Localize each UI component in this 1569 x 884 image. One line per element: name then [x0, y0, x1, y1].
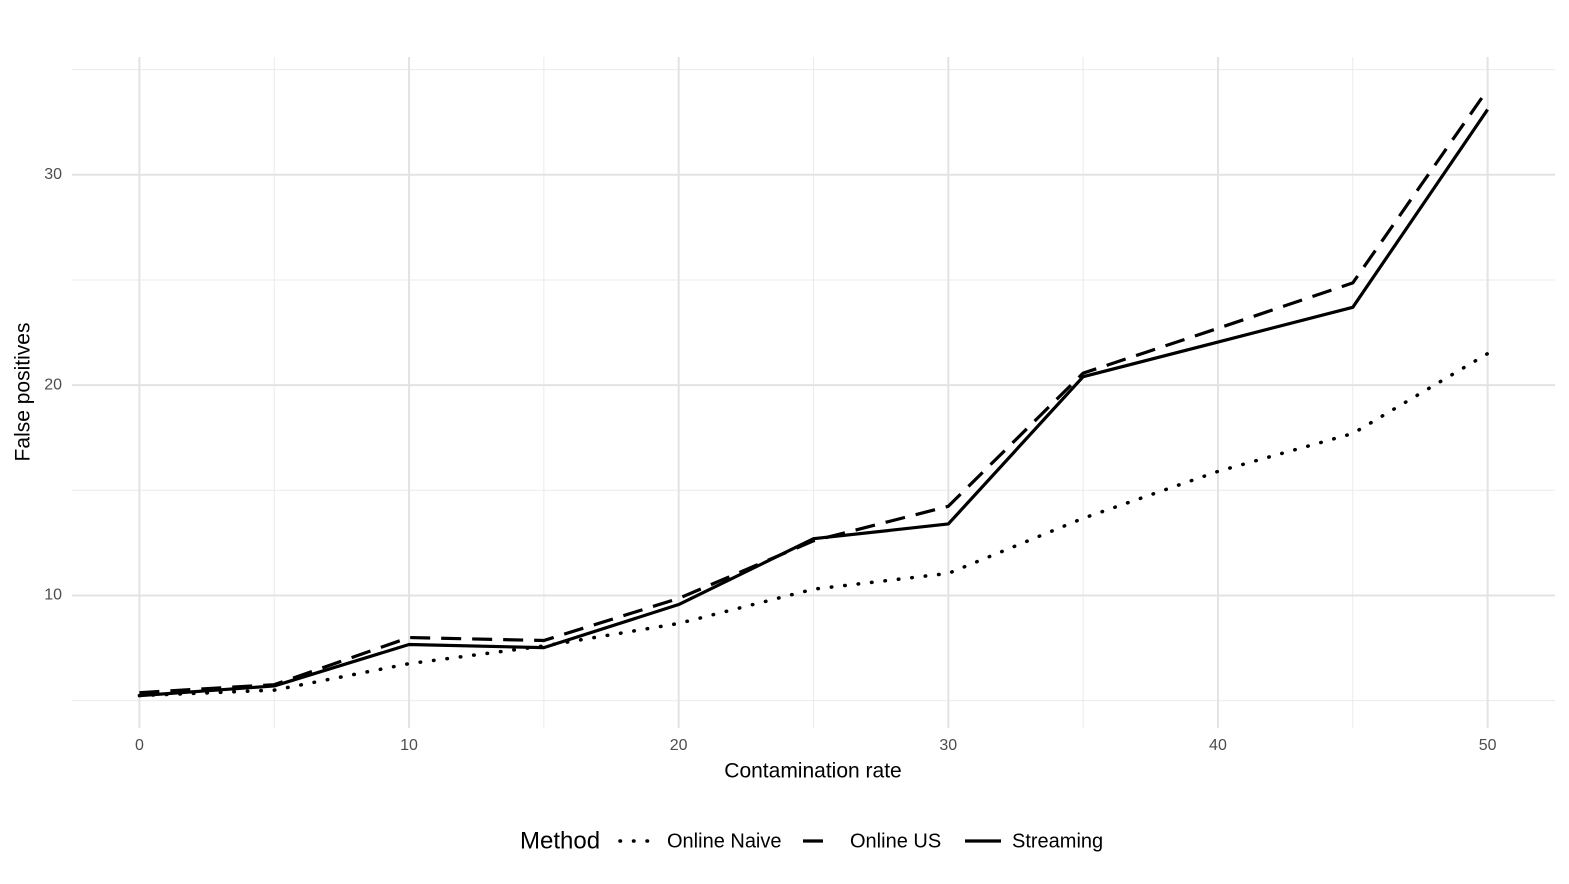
legend-title: Method — [520, 827, 600, 854]
x-tick-label: 0 — [135, 737, 144, 754]
series-line — [139, 88, 1489, 695]
x-axis-title: Contamination rate — [724, 760, 901, 783]
legend-label: Online US — [850, 830, 941, 852]
y-axis-title: False positives — [12, 323, 35, 462]
legend-label: Online Naive — [667, 830, 782, 852]
y-tick-label: 30 — [44, 166, 62, 183]
y-tick-label: 20 — [44, 376, 62, 393]
x-tick-label: 50 — [1479, 737, 1497, 754]
x-tick-label: 10 — [400, 737, 418, 754]
grid — [72, 57, 1555, 728]
y-tick-label: 10 — [44, 587, 62, 604]
series-line — [139, 108, 1489, 698]
x-tick-label: 30 — [939, 737, 957, 754]
lines — [137, 88, 1490, 698]
x-tick-label: 40 — [1209, 737, 1227, 754]
legend-label: Streaming — [1012, 830, 1103, 852]
x-tick-label: 20 — [670, 737, 688, 754]
